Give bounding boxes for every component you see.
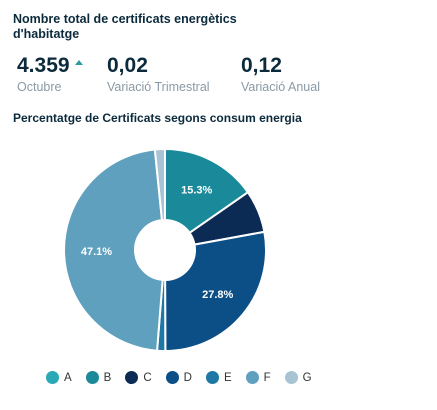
legend-swatch-A [46, 371, 59, 384]
slice-D[interactable] [164, 230, 267, 353]
legend-item-D[interactable]: D [165, 371, 192, 384]
slice-label-F: 47.1% [81, 246, 112, 258]
legend-swatch-C [125, 371, 139, 384]
legend-label-G: G [302, 371, 312, 384]
legend-swatch-E [205, 371, 219, 384]
kpi-monthly-label: Octubre [17, 80, 62, 94]
slice-label-D: 27.8% [202, 289, 233, 301]
legend-label-A: A [64, 371, 72, 384]
legend-label-E: E [223, 371, 232, 384]
legend-item-C[interactable]: C [125, 371, 152, 384]
slice-B[interactable] [164, 147, 250, 235]
slice-F[interactable] [63, 148, 164, 352]
kpi-quarterly: 0,02 Variació Trimestral [107, 54, 210, 94]
slice-label-B: 15.3% [181, 184, 212, 196]
page-title: Nombre total de certificats energètics d… [13, 12, 237, 41]
kpi-quarterly-value: 0,02 [107, 54, 148, 77]
kpi-monthly: 4.359 Octubre [17, 54, 83, 94]
kpi-monthly-value: 4.359 [17, 54, 70, 77]
slice-G[interactable] [153, 147, 166, 222]
legend-swatch-F [245, 371, 259, 384]
legend-label-D: D [183, 371, 192, 384]
kpi-annual-value: 0,12 [241, 54, 282, 77]
legend-swatch-D [165, 371, 179, 384]
legend-item-F[interactable]: F [245, 371, 271, 384]
legend-label-F: F [263, 371, 271, 384]
legend-swatch-B [85, 371, 99, 384]
legend-item-B[interactable]: B [85, 371, 112, 384]
legend-label-B: B [103, 371, 112, 384]
kpi-annual-label: Variació Anual [241, 80, 320, 94]
chart-title: Percentatge de Certificats segons consum… [13, 111, 302, 125]
trend-up-icon [74, 60, 83, 65]
legend-item-A[interactable]: A [46, 371, 72, 384]
kpi-quarterly-label: Variació Trimestral [107, 80, 210, 94]
legend-item-E[interactable]: E [205, 371, 232, 384]
kpi-annual: 0,12 Variació Anual [241, 54, 320, 94]
legend-label-C: C [143, 371, 152, 384]
chart-legend: A B C D E F G [46, 371, 312, 384]
legend-swatch-G [284, 371, 298, 384]
legend-item-G[interactable]: G [284, 371, 312, 384]
